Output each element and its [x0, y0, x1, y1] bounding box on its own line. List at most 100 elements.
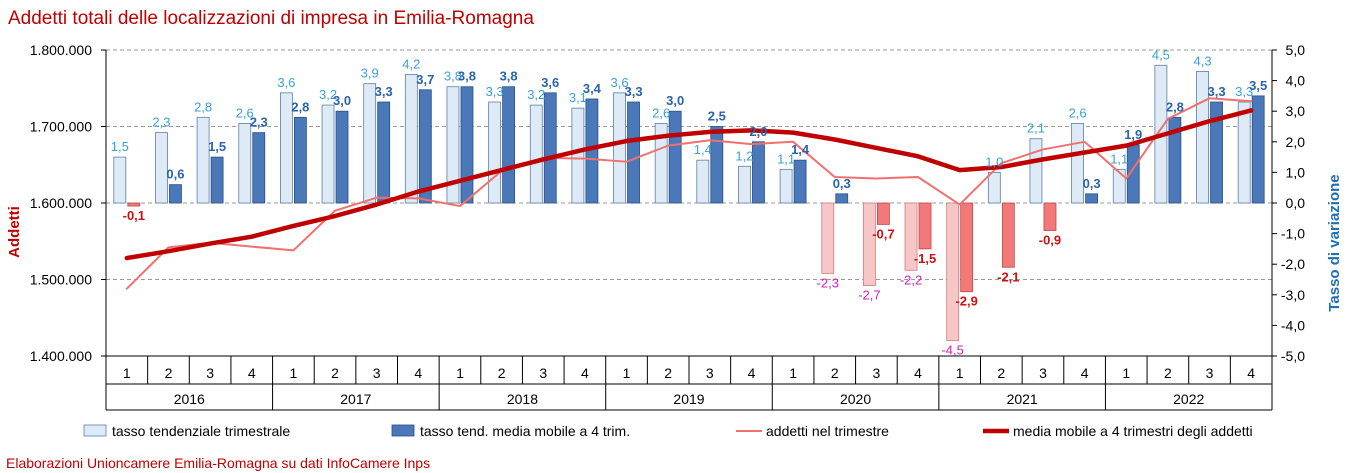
bar-tendenziale — [654, 123, 668, 204]
x-tick-label: 1 — [956, 365, 964, 381]
y2-tick-label: 4,0 — [1286, 73, 1306, 89]
data-label-tendenziale: 2,6 — [652, 105, 670, 120]
y2-tick-label: 3,0 — [1286, 103, 1306, 119]
bar-media-mobile — [960, 202, 974, 293]
x-year-label: 2016 — [174, 391, 205, 407]
x-tick-label: 1 — [789, 365, 797, 381]
y-tick-label: 1.700.000 — [30, 119, 92, 135]
x-tick-label: 4 — [248, 365, 256, 381]
x-tick-label: 2 — [997, 365, 1005, 381]
bar-tendenziale — [279, 92, 293, 204]
bar-media-mobile — [210, 156, 224, 204]
data-label-media-mobile: 3,3 — [375, 84, 393, 99]
x-tick-label: 2 — [1164, 365, 1172, 381]
bar-media-mobile — [377, 101, 391, 204]
bar-tendenziale — [821, 202, 835, 274]
bar-tendenziale — [196, 116, 210, 204]
data-label-media-mobile: 3,8 — [500, 69, 518, 84]
bar-tendenziale — [779, 168, 793, 204]
data-label-media-mobile: 2,8 — [291, 99, 309, 114]
legend-entry: media mobile a 4 trimestri degli addetti — [1013, 423, 1253, 439]
y-tick-label: 1.600.000 — [30, 195, 92, 211]
data-label-media-mobile: -0,9 — [1039, 233, 1061, 248]
axes: 1.800.000 1.700.000 1.600.000 1.500.000 1.40… — [6, 42, 1343, 411]
bar-media-mobile — [293, 116, 307, 204]
x-tick-label: 1 — [289, 365, 297, 381]
data-label-tendenziale: 1,2 — [735, 148, 753, 163]
data-label-media-mobile: 3,6 — [541, 75, 559, 90]
data-label-tendenziale: 3,3 — [1235, 84, 1253, 99]
data-label-tendenziale: 3,6 — [610, 75, 628, 90]
bar-tendenziale — [738, 165, 751, 204]
bar-media-mobile — [460, 86, 474, 204]
bar-tendenziale — [946, 202, 960, 342]
x-tick-label: 3 — [706, 365, 714, 381]
data-label-media-mobile: 3,3 — [1207, 84, 1225, 99]
data-label-media-mobile: -0,1 — [123, 208, 145, 223]
x-tick-label: 3 — [872, 365, 880, 381]
data-label-media-mobile: 3,0 — [333, 93, 351, 108]
bar-media-mobile — [127, 202, 141, 207]
x-year-label: 2018 — [507, 391, 538, 407]
y2-tick-label: 5,0 — [1286, 42, 1306, 58]
bar-tendenziale — [696, 159, 710, 204]
y2-tick-label: -4,0 — [1281, 317, 1305, 333]
bar-media-mobile — [1085, 193, 1099, 204]
data-label-tendenziale: 3,6 — [277, 75, 295, 90]
data-label-tendenziale: 4,3 — [1193, 53, 1211, 68]
legend-entry: tasso tend. media mobile a 4 trim. — [420, 423, 630, 439]
x-tick-label: 3 — [373, 365, 381, 381]
x-year-label: 2017 — [340, 391, 371, 407]
y2-tick-label: -5,0 — [1281, 348, 1305, 364]
bar-tendenziale — [529, 104, 543, 204]
y2-tick-label: 1,0 — [1286, 164, 1306, 180]
bar-media-mobile — [335, 110, 349, 204]
bar-media-mobile — [793, 159, 807, 204]
data-label-media-mobile: 2,3 — [250, 115, 268, 130]
bar-tendenziale — [446, 86, 460, 204]
data-label-tendenziale: 3,1 — [569, 90, 587, 105]
data-label-tendenziale: 1,0 — [985, 154, 1003, 169]
data-label-tendenziale: 3,2 — [527, 87, 545, 102]
source-note: Elaborazioni Unioncamere Emilia-Romagna … — [6, 455, 431, 471]
y2-tick-label: -1,0 — [1281, 226, 1305, 242]
data-label-media-mobile: 3,0 — [666, 93, 684, 108]
bar-tendenziale — [1237, 101, 1251, 204]
y-tick-label: 1.400.000 — [30, 348, 92, 364]
bar-media-mobile — [918, 202, 932, 250]
y-tick-label: 1.500.000 — [30, 272, 92, 288]
y2-tick-label: -3,0 — [1281, 287, 1305, 303]
bar-media-mobile — [668, 110, 682, 204]
data-label-media-mobile: 3,5 — [1249, 78, 1267, 93]
bar-tendenziale — [488, 101, 502, 204]
bar-media-mobile — [252, 132, 266, 204]
data-label-media-mobile: 1,5 — [208, 139, 226, 154]
x-tick-label: 1 — [623, 365, 631, 381]
bar-tendenziale — [404, 74, 418, 204]
x-tick-label: 4 — [1247, 365, 1255, 381]
bar-tendenziale — [987, 171, 1001, 204]
data-label-tendenziale: 1,4 — [694, 142, 712, 157]
data-label-media-mobile: 1,4 — [791, 142, 810, 157]
x-tick-label: 2 — [498, 365, 506, 381]
bar-media-mobile — [876, 202, 890, 225]
data-label-tendenziale: 2,8 — [194, 99, 212, 114]
data-label-media-mobile: 1,9 — [1124, 127, 1142, 142]
data-label-media-mobile: 0,6 — [166, 167, 184, 182]
bar-tendenziale — [862, 202, 876, 287]
data-labels: 1,5-0,12,30,62,81,52,62,33,62,83,23,03,9… — [111, 47, 1267, 357]
bar-tendenziale — [363, 83, 377, 204]
bar-tendenziale — [904, 202, 918, 271]
bar-media-mobile — [710, 126, 724, 204]
data-label-media-mobile: 2,5 — [708, 109, 726, 124]
x-tick-label: 1 — [456, 365, 464, 381]
data-label-tendenziale: 2,1 — [1027, 121, 1045, 136]
data-label-media-mobile: 3,7 — [416, 72, 434, 87]
data-label-media-mobile: 3,3 — [624, 84, 642, 99]
data-label-media-mobile: 0,3 — [1083, 176, 1101, 191]
x-tick-label: 2 — [831, 365, 839, 381]
bar-media-mobile — [627, 101, 640, 204]
data-label-media-mobile: 2,8 — [1166, 99, 1184, 114]
